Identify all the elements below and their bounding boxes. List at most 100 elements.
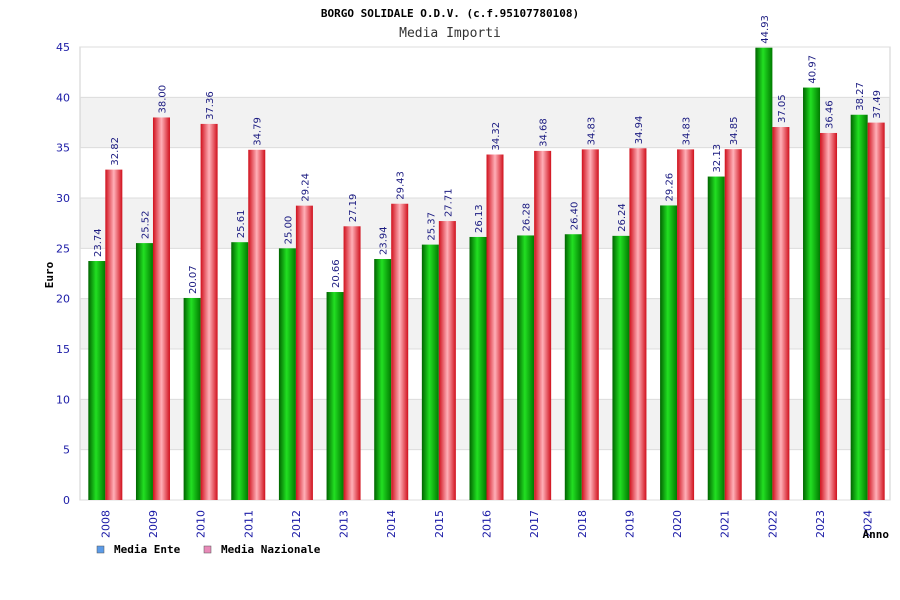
- data-label: 26.40: [569, 202, 580, 231]
- data-label: 34.83: [682, 117, 693, 146]
- y-tick-label: 10: [56, 393, 70, 406]
- bar-media-nazionale-2020: [677, 149, 695, 501]
- x-tick-label: 2020: [671, 510, 684, 538]
- data-label: 38.27: [855, 82, 866, 111]
- x-tick-label: 2019: [623, 510, 636, 538]
- legend: Media Ente Media Nazionale: [96, 543, 321, 556]
- x-tick-label: 2008: [99, 510, 112, 538]
- x-axis-ticks: 2008 2009 2010 2011 2012 2013 2014 2015 2016 2017…: [99, 510, 874, 538]
- bar-media-ente-2011: [231, 242, 249, 500]
- data-label: 34.68: [539, 118, 550, 147]
- bars: [88, 47, 885, 501]
- bar-media-ente-2020: [660, 205, 678, 500]
- bar-media-nazionale-2017: [534, 150, 552, 500]
- data-label: 37.05: [777, 94, 788, 123]
- x-axis-title: Anno: [863, 528, 890, 541]
- chart-subtitle: Media Importi: [399, 26, 501, 41]
- x-tick-label: 2012: [290, 510, 303, 538]
- data-label: 23.94: [379, 226, 390, 255]
- data-label: 25.00: [283, 216, 294, 245]
- bar-media-nazionale-2014: [391, 203, 409, 500]
- x-tick-label: 2023: [814, 510, 827, 538]
- data-label: 34.83: [586, 117, 597, 146]
- bar-media-ente-2021: [707, 176, 725, 501]
- bar-media-ente-2017: [517, 235, 535, 500]
- x-tick-label: 2017: [528, 510, 541, 538]
- y-tick-label: 25: [56, 242, 70, 255]
- data-label: 34.79: [253, 117, 264, 146]
- plot-band: [80, 47, 890, 98]
- bar-media-ente-2013: [326, 292, 344, 500]
- y-tick-label: 20: [56, 293, 70, 306]
- bar-media-nazionale-2008: [105, 169, 123, 500]
- y-tick-label: 5: [63, 444, 70, 457]
- data-label: 40.97: [808, 55, 819, 84]
- data-label: 20.66: [331, 259, 342, 288]
- data-label: 25.37: [426, 212, 437, 241]
- bar-media-nazionale-2019: [629, 148, 647, 500]
- bar-media-ente-2014: [374, 259, 392, 500]
- y-tick-label: 15: [56, 343, 70, 356]
- x-tick-label: 2022: [766, 510, 779, 538]
- y-tick-label: 40: [56, 91, 70, 104]
- bar-media-ente-2023: [803, 87, 821, 500]
- bar-media-nazionale-2015: [438, 221, 456, 500]
- legend-label-media-ente: Media Ente: [114, 543, 181, 556]
- bar-media-nazionale-2021: [724, 149, 742, 500]
- y-axis-ticks: 0 5 10 15 20 25 30 35 40 45: [56, 41, 70, 507]
- y-tick-label: 30: [56, 192, 70, 205]
- x-tick-label: 2010: [195, 510, 208, 538]
- data-label: 25.61: [236, 210, 247, 239]
- x-tick-label: 2011: [242, 510, 255, 538]
- x-tick-label: 2016: [481, 510, 494, 538]
- x-tick-label: 2009: [147, 510, 160, 538]
- data-label: 37.49: [872, 90, 883, 119]
- data-label: 20.07: [188, 265, 199, 294]
- data-label: 27.71: [443, 188, 454, 217]
- data-label: 29.24: [300, 173, 311, 202]
- data-label: 32.13: [712, 144, 723, 173]
- x-tick-label: 2014: [385, 510, 398, 538]
- bar-media-ente-2022: [755, 47, 773, 501]
- data-label: 37.36: [205, 91, 216, 120]
- data-label: 34.85: [729, 117, 740, 146]
- data-label: 38.00: [157, 85, 168, 114]
- data-label: 23.74: [93, 228, 104, 257]
- bar-media-nazionale-2009: [152, 117, 170, 500]
- bar-media-ente-2018: [564, 234, 582, 501]
- data-labels: 23.74 32.82 25.52 38.00 20.07 37.36 25.61 34.79…: [93, 15, 883, 294]
- legend-swatch-media-ente: [96, 545, 105, 554]
- y-tick-label: 35: [56, 142, 70, 155]
- bar-media-nazionale-2023: [820, 132, 838, 500]
- data-label: 27.19: [348, 194, 359, 223]
- bar-media-ente-2024: [850, 114, 868, 501]
- bar-media-ente-2008: [88, 261, 106, 500]
- data-label: 34.94: [634, 116, 645, 145]
- data-label: 26.28: [522, 203, 533, 232]
- bar-media-nazionale-2012: [295, 205, 313, 500]
- data-label: 25.52: [140, 210, 151, 239]
- bar-media-ente-2009: [135, 243, 153, 500]
- data-label: 36.46: [825, 100, 836, 129]
- bar-media-nazionale-2018: [581, 149, 599, 501]
- data-label: 26.24: [617, 203, 628, 232]
- x-tick-label: 2024: [862, 510, 875, 538]
- bar-media-ente-2010: [183, 297, 201, 500]
- x-tick-label: 2015: [433, 510, 446, 538]
- chart-title: BORGO SOLIDALE O.D.V. (c.f.95107780108): [321, 7, 579, 20]
- y-tick-label: 45: [56, 41, 70, 54]
- data-label: 34.32: [491, 122, 502, 151]
- y-axis-title: Euro: [43, 261, 56, 288]
- legend-swatch-media-nazionale: [203, 545, 212, 554]
- bar-media-nazionale-2013: [343, 226, 361, 500]
- y-tick-label: 0: [63, 494, 70, 507]
- bar-media-nazionale-2010: [200, 123, 218, 500]
- data-label: 29.43: [396, 171, 407, 200]
- data-label: 32.82: [110, 137, 121, 166]
- x-tick-label: 2018: [576, 510, 589, 538]
- x-tick-label: 2013: [338, 510, 351, 538]
- bar-media-ente-2016: [469, 236, 487, 500]
- legend-label-media-nazionale: Media Nazionale: [221, 543, 321, 556]
- bar-media-ente-2015: [421, 244, 439, 500]
